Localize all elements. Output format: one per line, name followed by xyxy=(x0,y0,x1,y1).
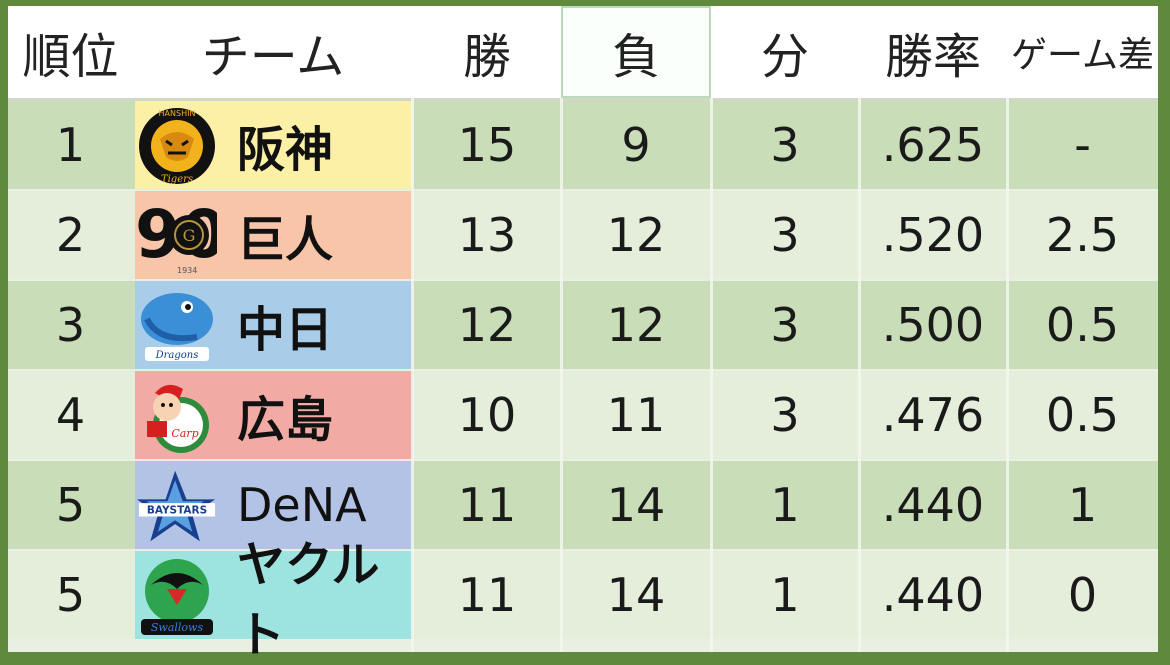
swallows-logo-icon: Swallows xyxy=(137,554,217,638)
team-name: 巨人 xyxy=(237,212,334,268)
losses-cell: 12 xyxy=(606,208,666,262)
draws-cell: 3 xyxy=(770,208,800,262)
header-draws: 分 xyxy=(760,29,809,85)
losses-cell: 9 xyxy=(621,118,651,172)
table-row: 2 90 G 1934 巨人 13 12 3 .520 2.5 xyxy=(8,191,1158,279)
win-pct-cell: .440 xyxy=(881,568,985,622)
column-divider xyxy=(411,98,414,652)
table-header: 順位 チーム 勝 負 分 勝率 ゲーム差 xyxy=(8,6,1158,101)
team-cell: 90 G 1934 巨人 xyxy=(135,191,413,279)
svg-text:G: G xyxy=(183,226,196,245)
draws-cell: 3 xyxy=(770,298,800,352)
win-pct-cell: .625 xyxy=(881,118,985,172)
table-row: 1 HANSHIN Tigers 阪神 15 9 3 .625 - xyxy=(8,101,1158,189)
losses-cell: 14 xyxy=(606,568,666,622)
rank-cell: 3 xyxy=(55,298,86,352)
table-row: 3 Dragons 中日 12 12 3 .500 0.5 xyxy=(8,281,1158,369)
team-name: DeNA xyxy=(237,478,367,532)
games-behind-cell: 2.5 xyxy=(1045,208,1120,262)
svg-text:HANSHIN: HANSHIN xyxy=(159,109,196,118)
draws-cell: 1 xyxy=(770,478,800,532)
column-divider xyxy=(560,98,563,652)
header-team: チーム xyxy=(201,29,345,85)
header-wins: 勝 xyxy=(462,29,511,85)
games-behind-cell: 0.5 xyxy=(1045,388,1120,442)
team-cell: Carp 広島 xyxy=(135,371,413,459)
games-behind-cell: - xyxy=(1074,118,1091,172)
wins-cell: 11 xyxy=(457,478,517,532)
column-divider xyxy=(858,98,861,652)
team-name: 阪神 xyxy=(237,122,334,178)
table-row: 5 BAYSTARS DeNA 11 14 1 .440 1 xyxy=(8,461,1158,549)
svg-text:1934: 1934 xyxy=(177,266,197,275)
losses-cell: 11 xyxy=(606,388,666,442)
dragons-logo-icon: Dragons xyxy=(137,284,217,368)
standings-table: 順位 チーム 勝 負 分 勝率 ゲーム差 1 HANSHIN Tigers 阪神… xyxy=(8,6,1158,663)
losses-cell: 14 xyxy=(606,478,666,532)
header-win-pct: 勝率 xyxy=(884,29,981,85)
team-cell: Swallows ヤクルト xyxy=(135,537,413,663)
column-divider xyxy=(710,98,713,652)
win-pct-cell: .440 xyxy=(881,478,985,532)
losses-cell: 12 xyxy=(606,298,666,352)
rank-cell: 1 xyxy=(55,118,86,172)
wins-cell: 12 xyxy=(457,298,517,352)
giants-logo-icon: 90 G 1934 xyxy=(137,194,217,278)
draws-cell: 1 xyxy=(770,568,800,622)
wins-cell: 10 xyxy=(457,388,517,442)
games-behind-cell: 1 xyxy=(1067,478,1098,532)
team-cell: HANSHIN Tigers 阪神 xyxy=(135,101,413,189)
rank-cell: 5 xyxy=(55,478,86,532)
svg-text:Carp: Carp xyxy=(171,427,198,440)
svg-text:Tigers: Tigers xyxy=(161,174,193,185)
draws-cell: 3 xyxy=(770,118,800,172)
win-pct-cell: .500 xyxy=(881,298,985,352)
tigers-logo-icon: HANSHIN Tigers xyxy=(137,104,217,188)
win-pct-cell: .520 xyxy=(881,208,985,262)
rank-cell: 5 xyxy=(55,568,86,622)
draws-cell: 3 xyxy=(770,388,800,442)
team-name: 中日 xyxy=(237,302,334,358)
svg-text:Swallows: Swallows xyxy=(151,621,204,634)
team-cell: BAYSTARS DeNA xyxy=(135,461,413,549)
header-games-behind: ゲーム差 xyxy=(1011,35,1154,76)
games-behind-cell: 0 xyxy=(1067,568,1098,622)
wins-cell: 15 xyxy=(457,118,517,172)
header-losses: 負 xyxy=(561,6,711,98)
baystars-logo-icon: BAYSTARS xyxy=(137,464,217,548)
rank-cell: 4 xyxy=(55,388,86,442)
carp-logo-icon: Carp xyxy=(137,374,217,458)
svg-text:BAYSTARS: BAYSTARS xyxy=(147,505,207,517)
rank-cell: 2 xyxy=(55,208,86,262)
svg-text:Dragons: Dragons xyxy=(155,350,199,361)
team-name: ヤクルト xyxy=(237,537,380,663)
team-cell: Dragons 中日 xyxy=(135,281,413,369)
wins-cell: 11 xyxy=(457,568,517,622)
header-rank: 順位 xyxy=(22,29,119,85)
table-row: 5 Swallows ヤクルト 11 14 1 .440 0 xyxy=(8,537,1158,663)
column-divider xyxy=(1006,98,1009,652)
win-pct-cell: .476 xyxy=(881,388,985,442)
games-behind-cell: 0.5 xyxy=(1045,298,1120,352)
wins-cell: 13 xyxy=(457,208,517,262)
team-name: 広島 xyxy=(237,392,334,448)
table-row: 4 Carp 広島 10 11 3 .476 0.5 xyxy=(8,371,1158,459)
